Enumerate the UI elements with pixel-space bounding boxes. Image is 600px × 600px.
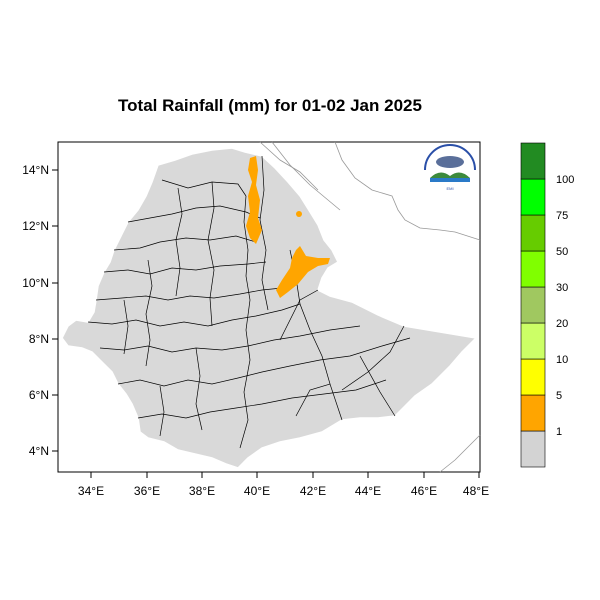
legend-swatch [520, 250, 546, 288]
y-tick-label: 12°N [22, 219, 49, 233]
legend-swatch [520, 322, 546, 360]
x-tick-label: 44°E [355, 484, 381, 498]
svg-text:EMI: EMI [446, 186, 453, 191]
x-tick-label: 40°E [244, 484, 270, 498]
legend-swatch [520, 430, 546, 468]
neighbor-coastlines [259, 141, 481, 473]
legend-label: 30 [556, 282, 568, 294]
rainfall-patches [246, 156, 330, 298]
legend-label: 100 [556, 174, 574, 186]
y-tick-label: 6°N [29, 388, 49, 402]
map-title: Total Rainfall (mm) for 01-02 Jan 2025 [118, 96, 422, 115]
legend-swatch [520, 214, 546, 252]
y-tick-label: 8°N [29, 332, 49, 346]
legend-swatch [520, 394, 546, 432]
x-tick-label: 42°E [300, 484, 326, 498]
legend-swatch [520, 286, 546, 324]
legend-colorbar [520, 142, 546, 468]
legend-label: 50 [556, 246, 568, 258]
legend-label: 5 [556, 390, 562, 402]
rain-patch-north [246, 156, 262, 244]
x-tick-label: 48°E [463, 484, 489, 498]
x-tick-label: 36°E [134, 484, 160, 498]
y-tick-label: 4°N [29, 444, 49, 458]
x-tick-label: 34°E [78, 484, 104, 498]
legend-label: 10 [556, 354, 568, 366]
admin-boundaries [87, 155, 411, 449]
x-tick-label: 38°E [189, 484, 215, 498]
legend-swatch [520, 142, 546, 180]
rain-patch-small [296, 211, 302, 217]
legend-swatch [520, 358, 546, 396]
y-tick-label: 14°N [22, 163, 49, 177]
legend-swatch [520, 178, 546, 216]
legend-label: 20 [556, 318, 568, 330]
legend-label: 1 [556, 426, 562, 438]
axis-ticks [52, 169, 480, 478]
legend-label: 75 [556, 210, 568, 222]
y-tick-label: 10°N [22, 276, 49, 290]
ethiopian-meteorology-institute-logo-icon: EMI [424, 144, 476, 191]
rain-patch-northeast [276, 246, 330, 298]
x-tick-label: 46°E [411, 484, 437, 498]
ethiopia-outline [61, 147, 478, 469]
